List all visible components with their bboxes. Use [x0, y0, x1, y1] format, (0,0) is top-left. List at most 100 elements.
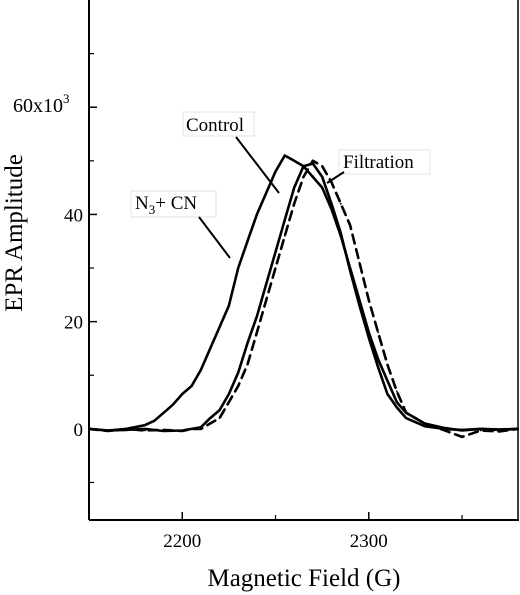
point-s1-35: [479, 428, 482, 430]
point-s0-12: [246, 342, 249, 344]
point-s0-10: [228, 393, 230, 395]
point-s2-4: [162, 429, 165, 431]
point-s2-34: [498, 430, 501, 433]
point-s1-22: [321, 186, 324, 189]
y-tick-label-1: 20: [64, 313, 83, 334]
point-s1-16: [265, 192, 268, 194]
point-s2-31: [442, 429, 445, 431]
point-s2-1: [106, 430, 109, 432]
point-s0-29: [405, 417, 407, 419]
annotation-n3cn-label: N3+ CN: [135, 193, 197, 217]
point-s0-13: [256, 315, 258, 318]
point-s2-5: [181, 430, 184, 432]
point-s2-25: [367, 299, 370, 302]
point-s0-20: [321, 176, 324, 178]
point-s0-21: [330, 202, 333, 205]
y-exponent-label: 60x103: [13, 91, 70, 117]
series-line-filtration: [89, 159, 519, 439]
point-s2-21: [330, 181, 333, 184]
axis-ticks: 2200 2300 0 20 40: [64, 53, 463, 552]
point-s2-28: [395, 390, 398, 393]
point-s2-29: [405, 411, 407, 414]
point-s2-16: [283, 235, 286, 237]
point-s1-11: [218, 326, 221, 328]
point-s1-26: [358, 299, 361, 302]
point-s2-13: [256, 331, 258, 334]
annotation-filtration-label: Filtration: [343, 152, 414, 173]
point-s2-2: [125, 428, 128, 430]
point-s1-12: [228, 304, 230, 307]
annotation-filtration-box: [338, 149, 431, 175]
annotation-control-label: Control: [186, 115, 244, 136]
point-s2-22: [339, 202, 342, 205]
x-tick-label-1: 2300: [350, 531, 388, 552]
point-s2-18: [302, 176, 305, 178]
point-s0-3: [144, 428, 146, 430]
point-s2-8: [209, 422, 212, 425]
point-s1-6: [172, 403, 174, 406]
point-s2-9: [218, 417, 221, 419]
point-s1-10: [209, 347, 212, 350]
annotation-n3cn-box: [130, 190, 217, 218]
point-s1-23: [330, 208, 333, 211]
point-s2-10: [228, 401, 230, 403]
point-s2-7: [200, 428, 202, 430]
point-s2-11: [237, 385, 240, 387]
x-axis-title: Magnetic Field (G): [207, 565, 400, 592]
point-s2-6: [190, 428, 193, 430]
point-s2-24: [358, 261, 361, 264]
point-s2-30: [423, 422, 426, 425]
point-s2-12: [246, 363, 249, 366]
point-s1-24: [339, 235, 342, 237]
point-s0-8: [209, 417, 212, 419]
point-s0-14: [265, 283, 268, 285]
point-s1-13: [237, 267, 240, 269]
point-s1-14: [246, 240, 249, 243]
point-s2-32: [461, 436, 463, 438]
point-s0-15: [274, 251, 277, 253]
point-s1-5: [162, 411, 165, 414]
point-s2-23: [349, 224, 351, 227]
point-s1-34: [461, 429, 463, 432]
point-s0-26: [377, 366, 379, 369]
point-s2-19: [311, 159, 314, 162]
point-s2-3: [144, 429, 146, 432]
y-tick-label-2: 40: [64, 205, 83, 226]
point-s1-7: [181, 393, 184, 395]
point-s2-17: [293, 202, 296, 205]
point-s2-0: [89, 428, 90, 430]
point-s0-16: [283, 218, 286, 221]
point-s1-20: [302, 165, 305, 168]
point-s2-27: [386, 363, 389, 366]
point-s2-35: [517, 428, 519, 430]
point-s0-17: [293, 186, 296, 189]
point-s1-4: [153, 419, 156, 422]
point-s2-26: [377, 331, 379, 334]
point-s1-15: [256, 213, 258, 216]
point-s1-25: [349, 267, 351, 269]
annotation-control-leader: [235, 136, 280, 194]
point-s1-29: [386, 379, 389, 382]
annotation-filtration-leader: [326, 171, 345, 184]
point-s1-9: [200, 369, 202, 371]
y-tick-label-0: 0: [74, 420, 84, 441]
point-s0-27: [386, 393, 389, 395]
y-axis-title: EPR Amplitude: [1, 154, 28, 312]
point-s1-33: [442, 426, 445, 429]
point-s2-20: [321, 165, 324, 168]
point-s1-19: [293, 159, 296, 162]
point-s2-33: [479, 429, 482, 432]
point-s1-21: [311, 176, 314, 178]
point-s0-30: [423, 425, 426, 428]
point-s2-15: [274, 267, 277, 269]
point-s0-9: [218, 409, 221, 411]
point-s1-3: [144, 424, 146, 426]
annotation-control-box: [182, 111, 255, 137]
point-s1-27: [367, 331, 370, 334]
point-s2-14: [265, 299, 268, 302]
point-s1-18: [283, 154, 286, 157]
series-line-control: [89, 162, 519, 433]
annotation-n3cn-leader: [198, 216, 231, 259]
point-s1-17: [274, 170, 277, 173]
